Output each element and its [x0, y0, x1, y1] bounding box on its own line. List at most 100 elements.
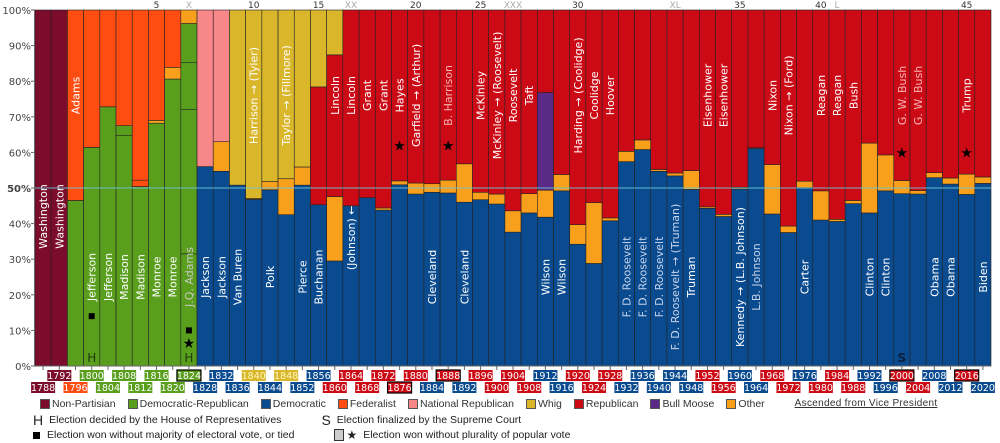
supreme-court-marker: S: [898, 351, 907, 365]
bar-segment: [909, 193, 927, 367]
bar-segment: [439, 179, 457, 194]
bar-segment: [699, 207, 716, 367]
year-label: 1804: [96, 383, 120, 394]
bar-1828: Jackson 1828: [193, 9, 217, 394]
bar-segment: [326, 260, 344, 367]
year-box: [825, 370, 850, 381]
bar-segment: [164, 67, 182, 80]
year-label: 1948: [679, 383, 703, 394]
note-house: H Election decided by the House of Repres…: [33, 412, 282, 428]
bar-segment: [618, 9, 635, 152]
year-box: [322, 382, 347, 393]
president-label: Hoover: [604, 75, 617, 115]
legend-item-whig: Whig: [525, 398, 562, 410]
bar-segment: [439, 192, 457, 367]
bar-segment: [780, 232, 797, 367]
note-no-plurality: ★ Election won without plurality of popul…: [334, 428, 570, 442]
year-box: [517, 382, 542, 393]
y-tick-label: 30%: [9, 255, 31, 266]
star-icon: ★: [393, 138, 406, 154]
year-label: 1988: [841, 383, 865, 394]
bar-segment: [374, 207, 392, 211]
bar-segment: [358, 197, 376, 367]
bar-segment: [569, 224, 587, 245]
president-label: Bush: [847, 82, 860, 109]
year-label: 1936: [631, 371, 655, 382]
year-box: [808, 382, 833, 393]
bar-segment: [585, 202, 603, 264]
year-label: 1912: [533, 371, 557, 382]
year-label: 1968: [760, 371, 784, 382]
president-label: Wilson: [539, 259, 552, 295]
bar-segment: [553, 9, 571, 175]
bar-segment: [326, 196, 344, 262]
year-label: 1848: [274, 371, 298, 382]
bar-segment: [164, 78, 182, 367]
legend-item-other: Other: [726, 398, 765, 410]
bar-1960: Kennedy → (L.B. Johnson) 1960: [728, 9, 752, 382]
star-icon: ★: [960, 145, 973, 161]
successor-label: (Johnson) ←: [345, 206, 358, 271]
year-box: [857, 370, 882, 381]
bar-segment: [877, 154, 895, 192]
bar-segment: [585, 263, 603, 367]
president-label: Grant: [377, 79, 390, 111]
president-label: Monroe: [167, 256, 180, 297]
bar-segment: [391, 180, 408, 186]
president-label: L.B. Johnson: [750, 243, 763, 311]
bar-2004: G. W. Bush 2004: [906, 9, 930, 394]
bar-segment: [407, 193, 425, 367]
y-tick-label: 20%: [9, 291, 31, 302]
president-label: F. D. Roosevelt: [637, 236, 650, 317]
legend-swatch: [40, 398, 50, 409]
year-box: [128, 382, 153, 393]
bar-1944: F. D. Roosevelt → (Truman) 1944: [663, 9, 687, 382]
president-label: Harrison → (Tyler): [248, 47, 261, 144]
bar-segment: [844, 200, 862, 204]
president-label: Buchanan: [313, 249, 326, 304]
bar-1812: Madison 1812: [128, 9, 153, 394]
year-label: 1800: [80, 371, 104, 382]
top-marker: XX: [345, 1, 357, 11]
year-box: [338, 370, 363, 381]
year-label: 2016: [955, 371, 979, 382]
president-label: Adams: [70, 76, 83, 114]
star-icon: ★: [183, 336, 196, 352]
bar-segment: [407, 182, 425, 195]
bar-segment: [877, 9, 895, 156]
president-label: Monroe: [151, 256, 164, 297]
legend-item-democratic-republican: Democratic-Republican: [127, 398, 249, 410]
y-tick-label: 100%: [2, 6, 31, 17]
bar-segment: [747, 9, 765, 149]
year-box: [468, 370, 493, 381]
president-label: Pierce: [296, 260, 309, 294]
year-label: 2000: [890, 371, 914, 382]
year-box: [355, 382, 380, 393]
bar-segment: [277, 214, 295, 367]
top-marker: 35: [734, 1, 745, 11]
bar-segment: [520, 193, 538, 214]
president-label: Clinton: [880, 258, 893, 297]
bar-segment: [861, 9, 878, 144]
star-icon: ★: [346, 428, 358, 442]
president-label: Lincoln: [345, 76, 358, 115]
bar-segment: [812, 190, 830, 221]
bar-segment: [634, 139, 652, 150]
bar-segment: [715, 214, 733, 217]
bar-segment: [245, 199, 263, 367]
vp-note: Ascended from Vice President: [794, 398, 938, 409]
president-label: G. W. Bush: [896, 66, 909, 125]
president-label: Jefferson: [86, 253, 99, 302]
bar-1928: Hoover 1928: [598, 9, 622, 382]
year-label: 2012: [938, 383, 962, 394]
year-label: 1952: [695, 371, 719, 382]
legend-swatch: [337, 398, 348, 409]
bar-1956: Eisenhower 1956: [712, 9, 736, 394]
note-no-majority: Election won without majority of elector…: [33, 429, 294, 441]
president-label: Eisenhower: [701, 63, 714, 127]
year-label: 1840: [242, 371, 266, 382]
president-label: Kennedy → (L.B. Johnson): [734, 207, 747, 347]
bar-segment: [212, 141, 230, 172]
president-label: Reagan: [831, 75, 844, 116]
top-marker: 40: [815, 1, 827, 11]
